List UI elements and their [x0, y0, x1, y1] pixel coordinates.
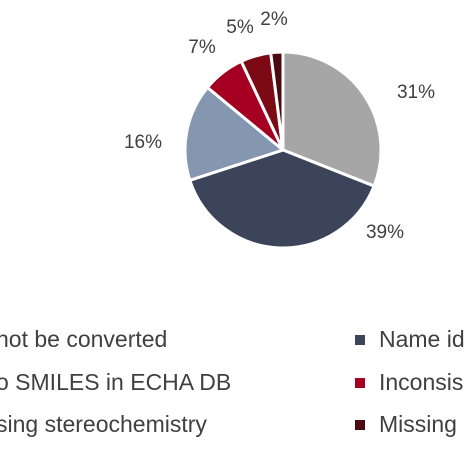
pie-slice [281, 50, 383, 188]
pie-data-label: 16% [124, 132, 162, 153]
pie-slice [188, 148, 376, 250]
legend-label-inconsistent: Inconsis [379, 369, 464, 395]
pie-data-label: 31% [397, 82, 435, 103]
legend-label-no-smiles: o SMILES in ECHA DB [0, 369, 232, 395]
legend-item-missing: Missing [355, 411, 457, 438]
legend-item-inconsistent: Inconsis [355, 369, 463, 396]
legend-swatch-name-id [355, 334, 365, 345]
pie-data-label: 7% [188, 37, 216, 58]
pie-slice [269, 50, 285, 152]
legend-swatch-missing [355, 419, 365, 430]
pie-slice [183, 86, 285, 182]
legend-label-not-converted: not be converted [0, 326, 168, 352]
legend-label-missing: Missing [379, 411, 457, 437]
legend-item-not-converted: not be converted [0, 326, 167, 353]
legend-label-missing-stereo: sing stereochemistry [0, 411, 207, 437]
legend-item-no-smiles: o SMILES in ECHA DB [0, 369, 231, 396]
pie-data-label: 39% [366, 222, 404, 243]
legend-swatch-inconsistent [355, 377, 365, 388]
legend-item-name-id: Name id [355, 326, 465, 353]
pie-data-label: 5% [226, 17, 254, 38]
pie-slices [183, 50, 383, 250]
legend-label-name-id: Name id [379, 326, 465, 352]
legend-item-missing-stereo: sing stereochemistry [0, 411, 207, 438]
pie-data-labels: 31% 39% 16% 7% 5% 2% [124, 9, 435, 243]
pie-data-label: 2% [260, 9, 288, 30]
